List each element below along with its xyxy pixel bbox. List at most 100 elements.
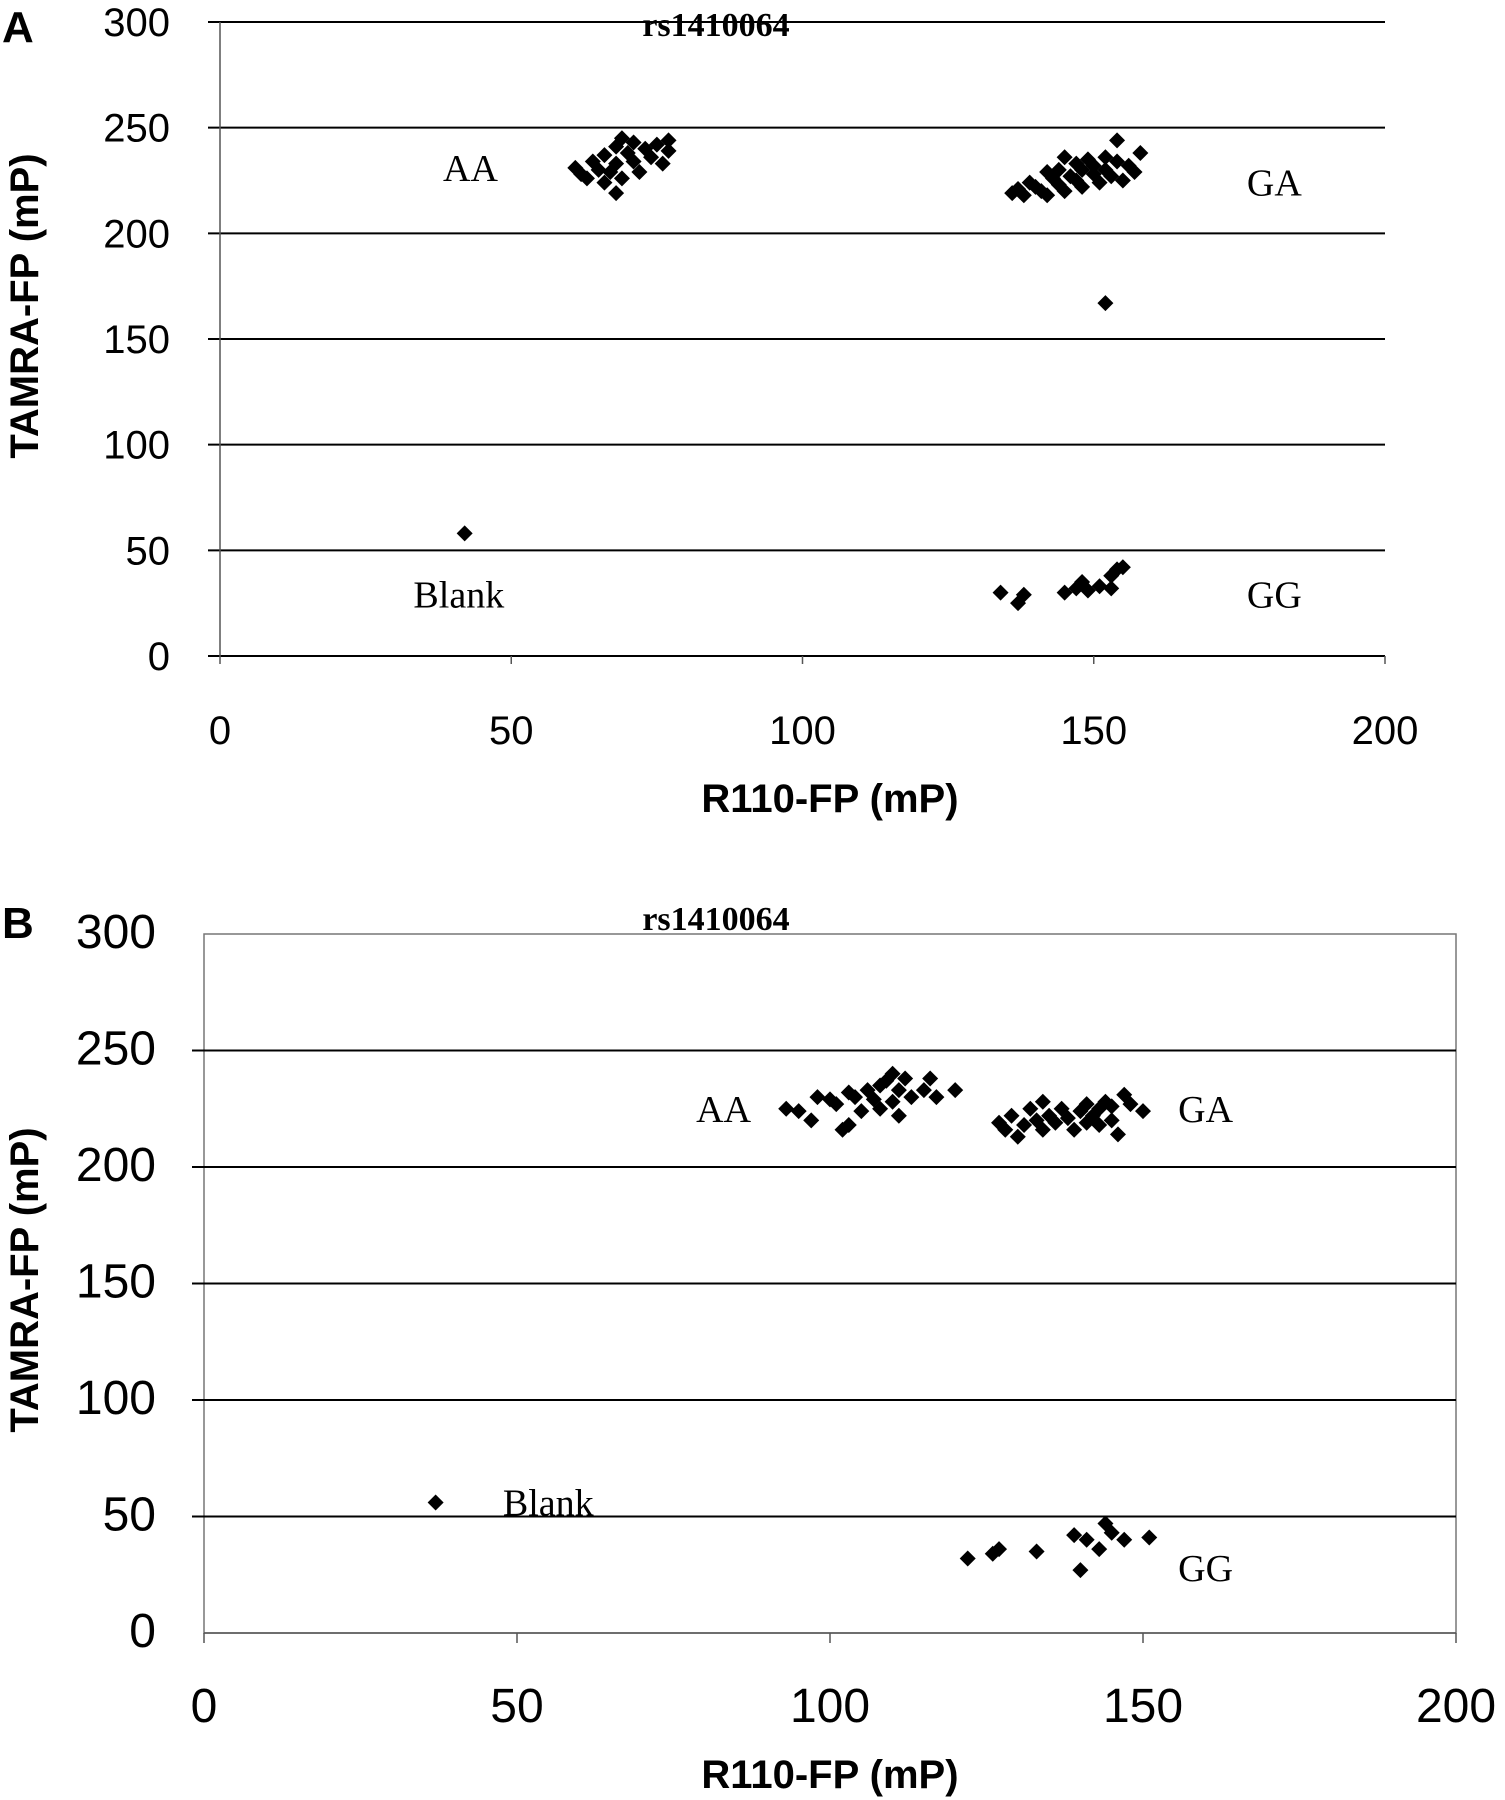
y-tick-label: 200 [103, 212, 170, 256]
data-point [608, 185, 625, 202]
panel-b-annotations: AA GA Blank GG [503, 1089, 1234, 1590]
y-tick-label: 200 [76, 1139, 156, 1192]
data-point [1103, 1524, 1120, 1541]
data-point [1116, 1531, 1133, 1548]
data-point [643, 149, 660, 166]
data-point [1091, 174, 1108, 191]
x-tick-label: 0 [209, 709, 231, 753]
data-point [654, 155, 671, 172]
data-point [1066, 1527, 1083, 1544]
panel-b-title: rs1410064 [642, 901, 789, 938]
panel-b-x-axis-label: R110-FP (mP) [701, 1753, 958, 1797]
data-point [1009, 1128, 1026, 1145]
data-point [915, 1082, 932, 1099]
data-point [1074, 178, 1091, 195]
y-tick-label: 150 [103, 318, 170, 362]
data-point [590, 161, 607, 178]
y-tick-label: 100 [103, 424, 170, 468]
data-point [1015, 586, 1032, 603]
genotype-label-ga: GA [1247, 163, 1302, 205]
data-point [890, 1082, 907, 1099]
panel-a: A rs1410064 0 50 100 150 200 250 300 0 50 100 150… [2, 1, 1418, 821]
genotype-label-ga: GA [1178, 1089, 1233, 1131]
y-tick-label: 300 [103, 1, 170, 45]
data-point [1126, 164, 1143, 181]
data-point [853, 1103, 870, 1120]
genotype-label-gg: GG [1178, 1548, 1233, 1590]
data-point [1056, 149, 1073, 166]
y-tick-label: 100 [76, 1372, 156, 1425]
panel-b-y-axis-label: TAMRA-FP (mP) [3, 1127, 47, 1432]
y-tick-label: 250 [76, 1023, 156, 1076]
x-tick-label: 50 [489, 709, 534, 753]
data-point [959, 1550, 976, 1567]
x-tick-label: 100 [790, 1680, 870, 1733]
data-point [456, 525, 473, 542]
data-point [1114, 172, 1131, 189]
data-point [1056, 183, 1073, 200]
genotype-label-blank: Blank [413, 575, 504, 617]
y-tick-label: 0 [148, 635, 170, 679]
panel-a-x-axis-label: R110-FP (mP) [701, 777, 958, 821]
data-point [1047, 1114, 1064, 1131]
data-point [596, 147, 613, 164]
data-point [625, 134, 642, 151]
data-point [872, 1100, 889, 1117]
data-point [790, 1103, 807, 1120]
panel-a-gridlines [208, 21, 1385, 657]
data-point [1091, 1541, 1108, 1558]
data-point [1103, 1098, 1120, 1115]
data-point [1103, 1112, 1120, 1129]
data-point [997, 1121, 1014, 1138]
data-point [1028, 1543, 1045, 1560]
data-point [1034, 1093, 1051, 1110]
data-point [947, 1082, 964, 1099]
panel-a-letter: A [2, 3, 34, 52]
x-tick-label: 50 [490, 1680, 543, 1733]
data-point [1141, 1529, 1158, 1546]
genotype-label-blank: Blank [503, 1483, 594, 1525]
panel-b: B rs1410064 0 50 100 150 200 250 300 0 50 100 150… [2, 899, 1496, 1797]
panel-a-title: rs1410064 [642, 7, 789, 44]
data-point [578, 170, 595, 187]
data-point [631, 164, 648, 181]
data-point [1066, 1121, 1083, 1138]
data-point [1103, 580, 1120, 597]
data-point [903, 1089, 920, 1106]
data-point [1135, 1103, 1151, 1120]
data-point [625, 153, 642, 170]
x-tick-label: 200 [1352, 709, 1419, 753]
data-point [608, 155, 625, 172]
data-point [1015, 187, 1032, 204]
data-point [1109, 132, 1126, 149]
genotype-label-aa: AA [443, 148, 498, 190]
panel-a-y-ticks: 0 50 100 150 200 250 300 [103, 1, 170, 679]
panel-a-annotations: AA GA Blank GG [413, 148, 1302, 617]
data-point [803, 1112, 820, 1129]
data-point [1072, 1562, 1089, 1579]
data-point [840, 1117, 857, 1134]
x-tick-label: 0 [191, 1680, 218, 1733]
data-point [1022, 1100, 1039, 1117]
data-point [778, 1100, 795, 1117]
data-point [1003, 1107, 1020, 1124]
data-point [660, 132, 677, 149]
genotype-label-aa: AA [696, 1089, 751, 1131]
data-point [1091, 1117, 1108, 1134]
genotype-label-gg: GG [1247, 575, 1302, 617]
data-point [1109, 1126, 1126, 1143]
data-point [897, 1070, 914, 1087]
panel-a-x-ticks: 0 50 100 150 200 [209, 656, 1419, 753]
data-point [1078, 1096, 1095, 1113]
y-tick-label: 50 [103, 1489, 156, 1542]
y-tick-label: 250 [103, 107, 170, 151]
data-point [660, 142, 677, 159]
data-point [1114, 559, 1131, 576]
y-tick-label: 300 [76, 906, 156, 959]
data-point [991, 1541, 1008, 1558]
panel-b-y-ticks: 0 50 100 150 200 250 300 [76, 906, 156, 1658]
data-point [1132, 145, 1149, 162]
data-point [1078, 1531, 1095, 1548]
x-tick-label: 200 [1416, 1680, 1496, 1733]
data-point [1091, 578, 1108, 595]
